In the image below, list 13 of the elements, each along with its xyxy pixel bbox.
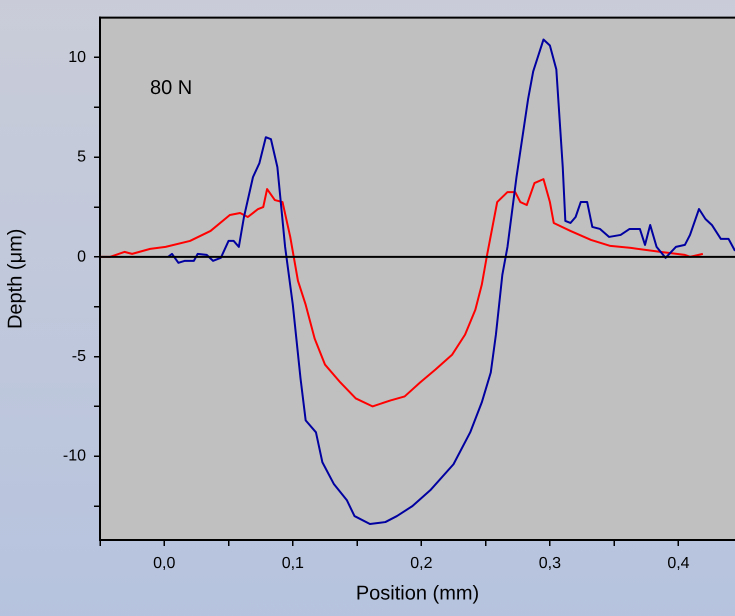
x-tick-label: 0,4 (667, 555, 690, 572)
y-tick-label: -5 (72, 348, 86, 365)
x-tick-label: 0,3 (538, 555, 562, 572)
x-tick-label: 0,1 (282, 555, 304, 572)
annotation: 80 N (150, 77, 192, 100)
y-tick-label: 5 (77, 148, 86, 166)
y-tick-label: -10 (62, 448, 86, 465)
x-tick-label: 0,0 (153, 555, 176, 572)
y-tick-label: 10 (68, 48, 86, 66)
x-tick-label: 0,2 (410, 555, 433, 572)
y-tick-label: 0 (77, 248, 86, 266)
y-axis-title: Depth (μm) (4, 228, 27, 330)
x-axis-title: Position (mm) (356, 582, 480, 605)
